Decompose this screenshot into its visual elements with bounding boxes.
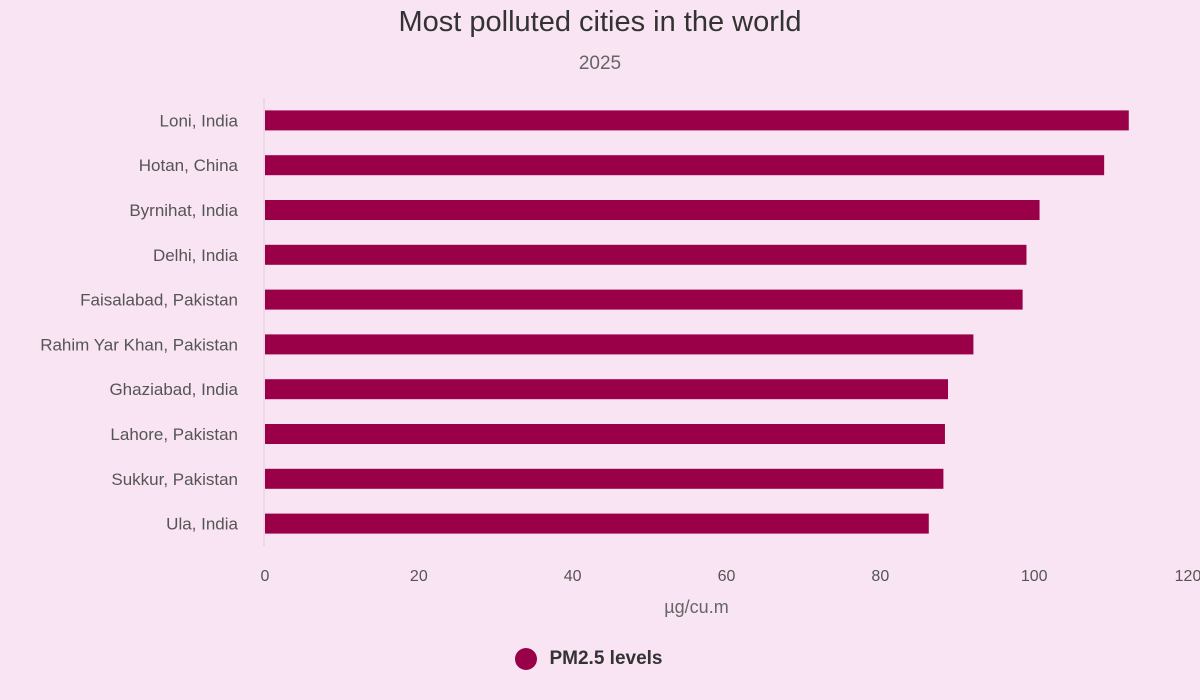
bar[interactable]: [265, 200, 1040, 220]
x-tick-label: 80: [871, 568, 889, 585]
category-label: Ula, India: [166, 515, 238, 534]
bar[interactable]: [265, 379, 949, 400]
bar[interactable]: [265, 289, 1023, 310]
x-tick-label: 20: [410, 568, 428, 585]
category-label: Byrnihat, India: [129, 201, 238, 220]
legend-label[interactable]: PM2.5 levels: [549, 648, 663, 669]
legend-swatch: [515, 648, 538, 670]
x-tick-label: 0: [261, 568, 270, 585]
category-label: Ghaziabad, India: [109, 380, 238, 399]
bar[interactable]: [265, 155, 1105, 176]
category-label: Sukkur, Pakistan: [111, 470, 238, 489]
bar[interactable]: [265, 334, 974, 355]
category-label: Loni, India: [160, 111, 239, 130]
x-axis-title: µg/cu.m: [664, 597, 728, 617]
category-label: Faisalabad, Pakistan: [80, 291, 238, 310]
bar[interactable]: [265, 513, 929, 534]
legend[interactable]: PM2.5 levels: [0, 648, 1200, 670]
x-tick-label: 40: [564, 568, 582, 585]
category-label: Rahim Yar Khan, Pakistan: [40, 335, 238, 354]
bar[interactable]: [265, 468, 944, 489]
chart-subtitle: 2025: [578, 53, 622, 74]
category-label: Delhi, India: [153, 246, 239, 265]
x-tick-label: 120: [1175, 568, 1200, 585]
bar-chart: Loni, India Hotan, China Byrnihat, India De…: [40, 98, 1200, 617]
x-tick-label: 100: [1021, 568, 1048, 585]
chart-title: Most polluted cities in the world: [398, 6, 802, 38]
x-tick-label: 60: [718, 568, 736, 585]
bar[interactable]: [265, 110, 1129, 131]
bar[interactable]: [265, 424, 945, 444]
category-label: Hotan, China: [139, 156, 239, 175]
category-label: Lahore, Pakistan: [110, 425, 238, 444]
bar[interactable]: [265, 244, 1027, 265]
